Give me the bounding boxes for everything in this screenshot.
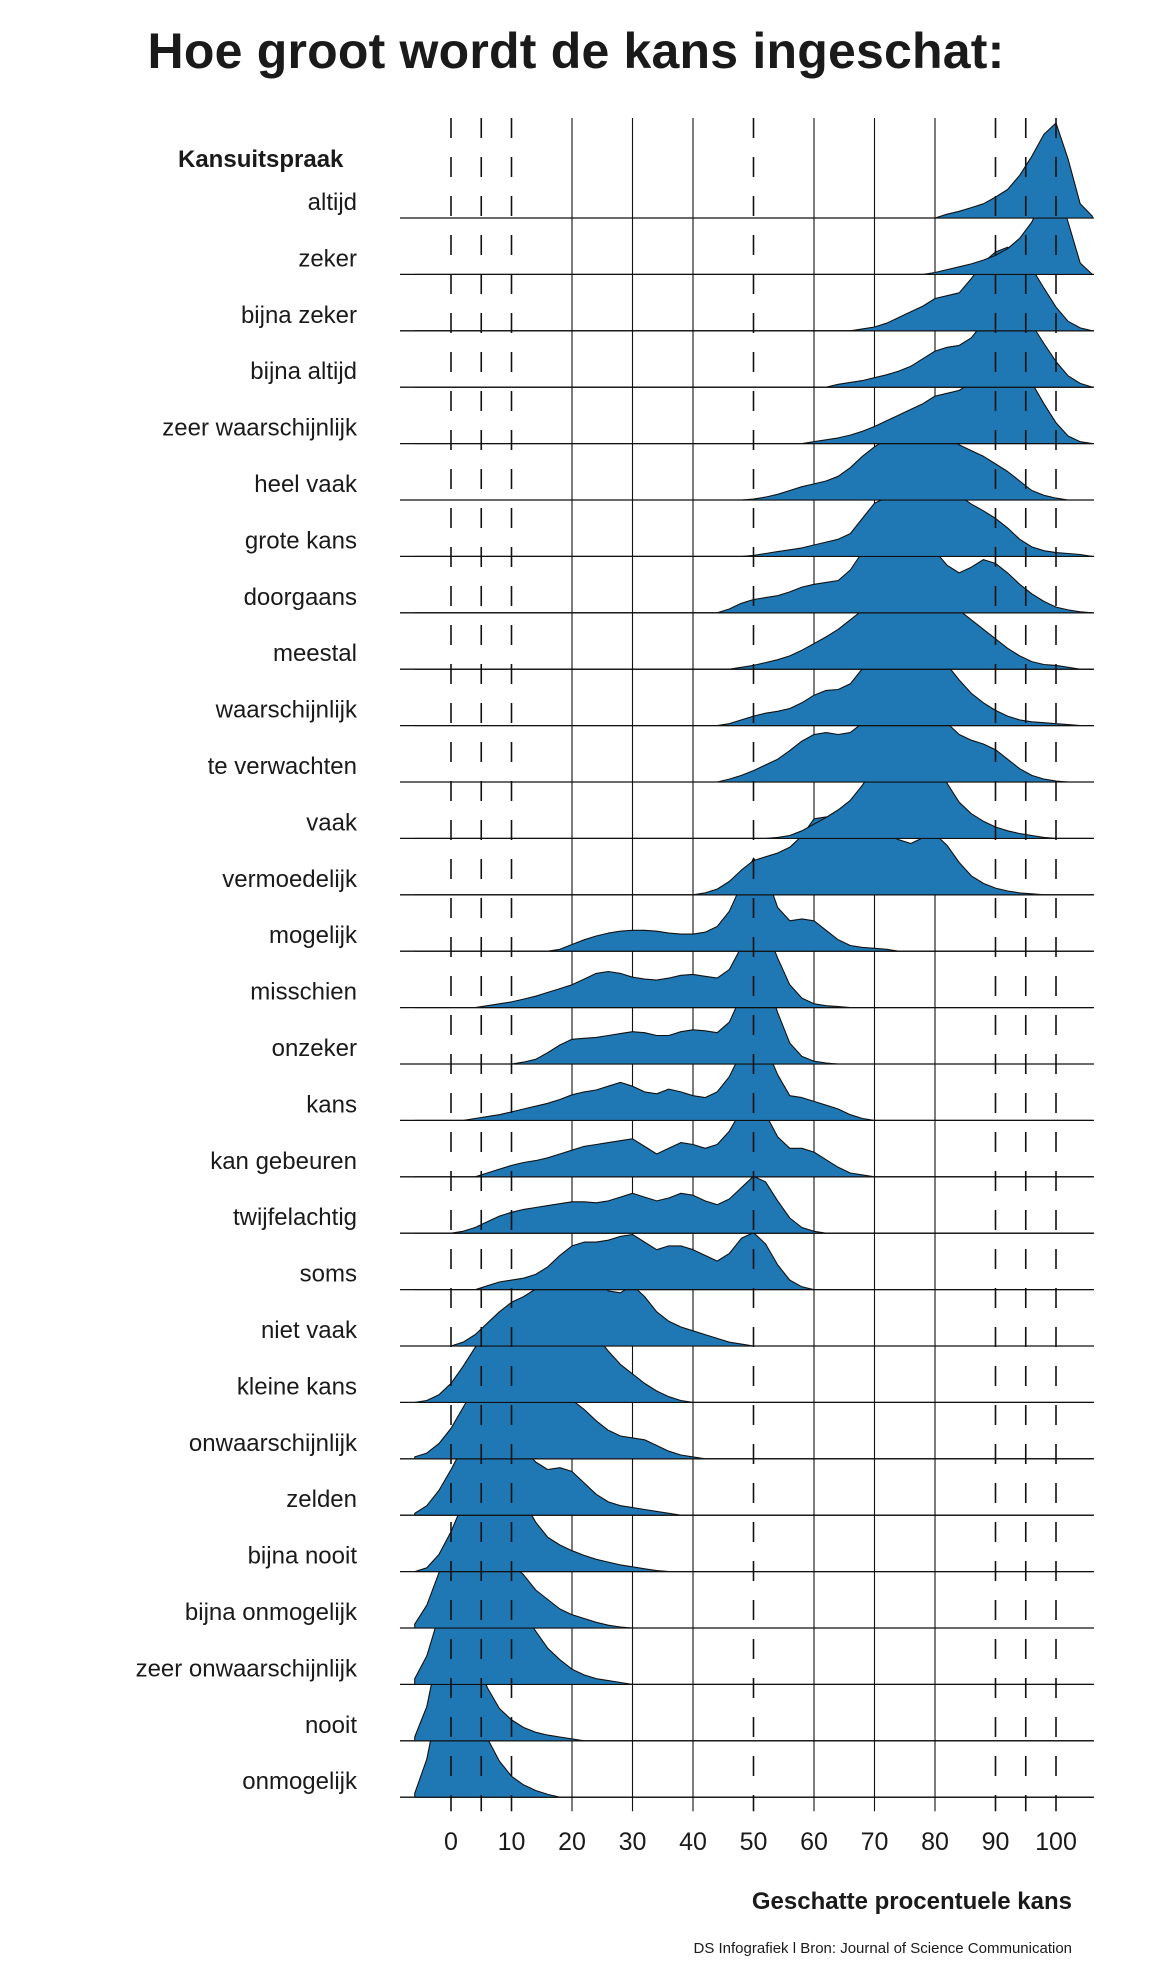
x-axis-ticks: 0 10 20 30 40 50 60 70 80 90 100	[444, 1828, 1077, 1856]
row-label: te verwachten	[208, 753, 357, 780]
ridge-density	[414, 122, 1093, 219]
row-label: meestal	[273, 640, 357, 667]
row-label: bijna nooit	[248, 1543, 358, 1570]
x-axis-title: Geschatte procentuele kans	[752, 1888, 1072, 1915]
dashed-reference-lines	[450, 118, 1057, 1812]
row-label: doorgaans	[244, 584, 357, 611]
row-label: kan gebeuren	[210, 1148, 357, 1175]
row-label: heel vaak	[254, 471, 358, 498]
x-tick-label: 60	[800, 1828, 828, 1856]
x-tick-label: 80	[921, 1828, 949, 1856]
row-label: altijd	[308, 189, 357, 216]
row-label: bijna altijd	[250, 358, 357, 385]
row-label: bijna onmogelijk	[185, 1599, 358, 1626]
ridge-density	[414, 1175, 1093, 1234]
row-label: zelden	[286, 1486, 357, 1513]
row-label: onzeker	[272, 1035, 357, 1062]
x-tick-label: 40	[679, 1828, 707, 1856]
ridge-density	[414, 711, 1093, 783]
row-label: onmogelijk	[242, 1768, 358, 1795]
x-tick-label: 10	[498, 1828, 526, 1856]
density-ridges	[400, 122, 1094, 1798]
chart-title: Hoe groot wordt de kans ingeschat:	[147, 23, 1005, 79]
row-label: zeer onwaarschijnlijk	[136, 1655, 358, 1682]
row-label: soms	[300, 1261, 357, 1288]
row-labels: onmogelijk nooit zeer onwaarschijnlijk bijn…	[136, 189, 358, 1795]
x-tick-label: 90	[982, 1828, 1010, 1856]
row-label: kans	[306, 1091, 357, 1118]
gridlines	[571, 118, 936, 1812]
x-tick-label: 50	[740, 1828, 768, 1856]
ridge-density	[414, 180, 1093, 275]
ridge-density	[414, 1599, 1093, 1742]
row-label: vermoedelijk	[222, 866, 358, 893]
ridge-density	[414, 543, 1093, 614]
row-label: nooit	[305, 1712, 357, 1739]
ridge-density	[414, 816, 1093, 896]
row-label: waarschijnlijk	[215, 697, 358, 724]
row-label: bijna zeker	[241, 302, 357, 329]
y-axis-title: Kansuitspraak	[178, 146, 344, 173]
row-label: zeer waarschijnlijk	[162, 415, 358, 442]
x-tick-label: 0	[444, 1828, 458, 1856]
row-label: misschien	[250, 979, 357, 1006]
source-credit: DS Infografiek l Bron: Journal of Scienc…	[693, 1940, 1072, 1957]
row-label: twijfelachtig	[233, 1204, 357, 1231]
row-label: kleine kans	[237, 1373, 357, 1400]
x-tick-label: 30	[619, 1828, 647, 1856]
row-label: niet vaak	[261, 1317, 358, 1344]
x-tick-label: 20	[558, 1828, 586, 1856]
x-tick-label: 70	[861, 1828, 889, 1856]
x-tick-label: 100	[1035, 1828, 1077, 1856]
row-label: grote kans	[245, 527, 357, 554]
row-label: vaak	[306, 809, 358, 836]
row-label: onwaarschijnlijk	[189, 1430, 358, 1457]
row-label: mogelijk	[269, 922, 358, 949]
row-label: zeker	[298, 245, 357, 272]
